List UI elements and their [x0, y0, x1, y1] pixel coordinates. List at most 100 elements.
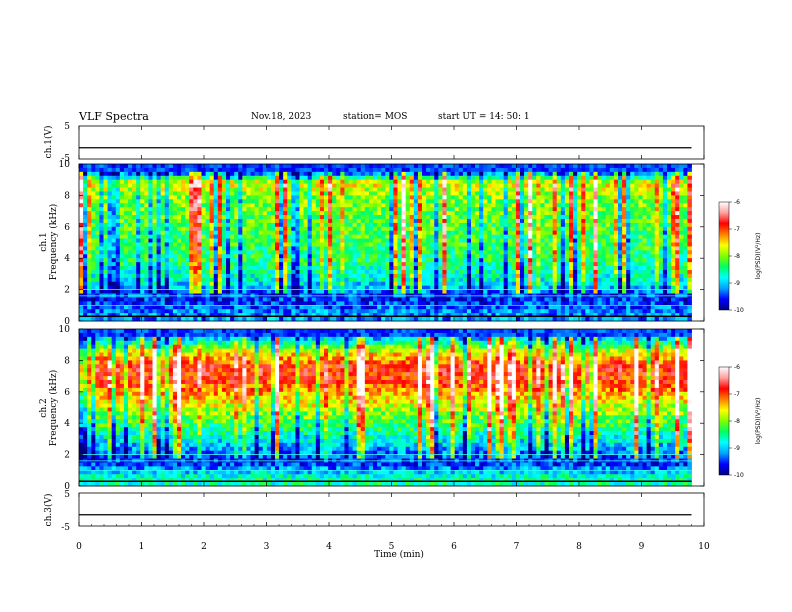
ch1-spec-cell — [193, 242, 198, 247]
ch1-spec-cell — [311, 179, 317, 185]
ch1-spec-cell — [393, 262, 398, 267]
ch1-spec-cell — [242, 191, 247, 196]
ch1-spec-cell — [597, 164, 603, 169]
ch1-spec-cell — [671, 187, 676, 192]
ch1-spec-cell — [475, 183, 480, 188]
ch1-spec-cell — [560, 273, 566, 279]
ch1-spec-cell — [413, 226, 419, 232]
ch1-spec-cell — [662, 175, 668, 181]
ch1-spec-cell — [336, 164, 341, 169]
ch1-spec-cell — [515, 211, 521, 216]
ch1-spec-cell — [132, 273, 137, 279]
ch1-spec-cell — [160, 211, 166, 216]
ch1-spec-cell — [389, 195, 394, 200]
ch1-spec-cell — [466, 215, 472, 220]
ch1-spec-cell — [364, 242, 370, 247]
ch1-spec-cell — [185, 179, 190, 185]
ch1-spec-cell — [279, 246, 284, 251]
ch1-spec-cell — [254, 250, 260, 255]
ch1-spec-cell — [340, 285, 345, 291]
ch1-spec-cell — [299, 277, 304, 283]
ch1-spec-cell — [156, 187, 162, 192]
ch1-spec-cell — [250, 262, 255, 267]
ch1-spec-cell — [442, 183, 447, 188]
ch1-spec-cell — [373, 175, 378, 181]
ch1-spec-cell — [217, 246, 223, 251]
ch1-spec-cell — [373, 266, 378, 271]
ch1-spec-cell — [422, 269, 427, 275]
ch1-spec-cell — [446, 285, 451, 291]
ch1-spec-cell — [258, 266, 264, 271]
ch1-spec-cell — [254, 277, 260, 283]
ch1-spec-cell — [548, 254, 554, 259]
ch1-spec-cell — [340, 281, 345, 287]
ch1-spec-cell — [622, 254, 627, 259]
ch1-spec-cell — [234, 211, 239, 216]
ch1-spec-cell — [283, 269, 288, 275]
ch1-spec-cell — [446, 273, 451, 279]
ch1-spec-cell — [479, 195, 484, 200]
ch1-spec-cell — [115, 254, 121, 259]
ch1-spec-cell — [581, 266, 586, 271]
ch1-spec-cell — [422, 238, 427, 243]
ch1-spec-cell — [556, 199, 562, 204]
ch1-spec-cell — [344, 273, 349, 279]
ch1-spec-cell — [132, 258, 137, 263]
ch1-spec-cell — [626, 167, 631, 173]
ch1-spec-cell — [209, 179, 215, 185]
ch1-spec-cell — [609, 203, 615, 208]
ch1-spec-cell — [487, 234, 492, 239]
ch1-spec-cell — [381, 226, 386, 232]
ch1-spec-cell — [560, 207, 566, 212]
ch1-spec-cell — [352, 199, 358, 204]
ch1-spec-cell — [630, 242, 635, 247]
ch1-spec-cell — [348, 203, 353, 208]
ch1-spec-cell — [569, 254, 574, 259]
ch1-spec-cell — [283, 262, 288, 267]
ch1-spec-cell — [119, 218, 125, 224]
ch1-spec-cell — [528, 195, 533, 200]
ch1-spec-cell — [299, 191, 304, 196]
ch1-spec-cell — [91, 218, 96, 224]
ch1-spec-cell — [177, 218, 182, 224]
ch1-spec-cell — [503, 250, 509, 255]
ch1-spec-cell — [91, 164, 96, 169]
ch1-spec-cell — [662, 226, 668, 232]
ch1-spec-cell — [654, 226, 660, 232]
ch1-spec-cell — [385, 167, 390, 173]
ch1-spec-cell — [426, 250, 431, 255]
ch1-spec-cell — [499, 246, 505, 251]
ch1-spec-cell — [340, 289, 345, 294]
ch1-spec-cell — [683, 167, 688, 173]
ch1-spec-cell — [352, 191, 358, 196]
ch1-spec-cell — [622, 281, 627, 287]
ch1-spec-cell — [226, 175, 231, 181]
ch1-spec-cell — [667, 242, 672, 247]
ch1-spec-cell — [336, 218, 341, 224]
ch1-spec-cell — [650, 183, 656, 188]
ch1-spec-cell — [156, 277, 162, 283]
ch1-spec-cell — [483, 234, 488, 239]
ch1-spec-cell — [262, 230, 268, 236]
ch1-spec-cell — [524, 285, 529, 291]
ch1-spec-cell — [630, 281, 635, 287]
ch1-spec-cell — [119, 269, 125, 275]
ch1-spec-cell — [91, 285, 96, 291]
ch1-spec-cell — [667, 285, 672, 291]
ch1-spec-cell — [487, 175, 492, 181]
ch1-spec-cell — [426, 207, 431, 212]
ch1-spec-cell — [352, 238, 358, 243]
ch1-spec-cell — [430, 175, 435, 181]
ch1-spec-cell — [585, 234, 590, 239]
ch1-spec-cell — [393, 203, 398, 208]
ch1-spec-cell — [564, 266, 570, 271]
ch1-spec-cell — [385, 218, 390, 224]
ch1-spec-cell — [687, 226, 692, 232]
ch1-spec-cell — [283, 281, 288, 287]
ch1-spec-cell — [569, 164, 574, 169]
ch1-spec-cell — [217, 167, 223, 173]
ch1-spec-cell — [177, 215, 182, 220]
ch1-spec-cell — [83, 238, 88, 243]
ch1-spec-cell — [405, 273, 411, 279]
ch1-spec-cell — [589, 167, 594, 173]
